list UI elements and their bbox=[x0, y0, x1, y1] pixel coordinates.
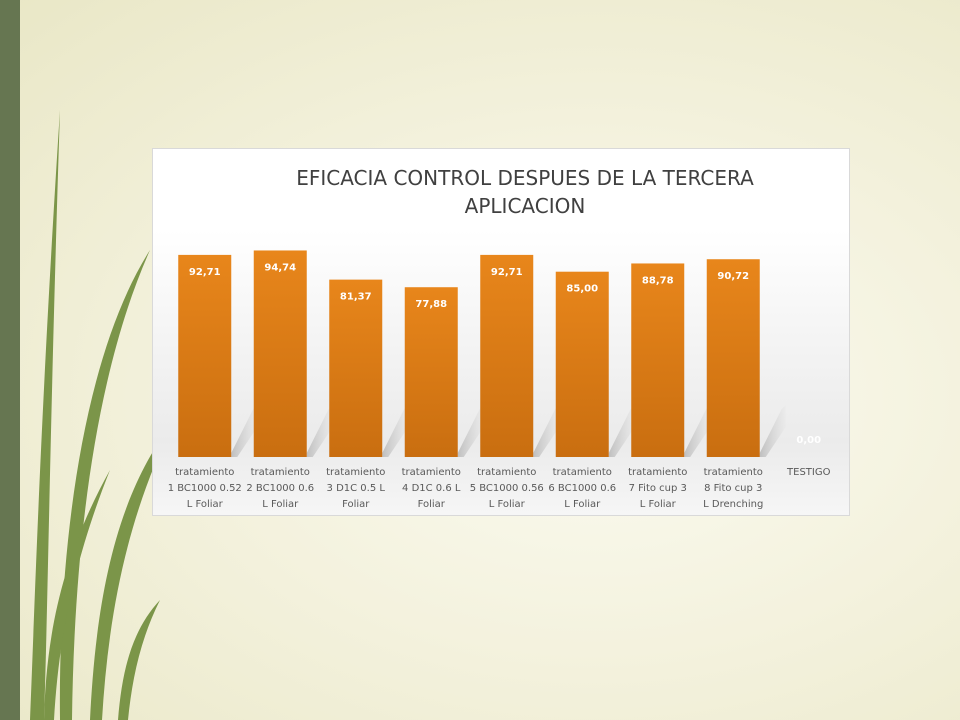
bar bbox=[555, 271, 609, 457]
bar-shadow bbox=[306, 405, 333, 457]
bar bbox=[631, 263, 685, 457]
category-label: TESTIGO bbox=[786, 467, 831, 478]
bar-value-label: 92,71 bbox=[491, 267, 523, 278]
bar-value-label: 94,74 bbox=[264, 262, 296, 273]
category-label: tratamiento 6 BC1000 0.6 L Foliar bbox=[548, 467, 616, 510]
bar bbox=[253, 250, 307, 457]
category-label: tratamiento 4 D1C 0.6 L Foliar bbox=[402, 467, 461, 510]
bar-shadow bbox=[533, 405, 560, 457]
bar-shadow bbox=[608, 405, 635, 457]
bar-shadow bbox=[684, 405, 711, 457]
category-labels: tratamiento 1 BC1000 0.52 L Foliartratamie… bbox=[168, 467, 831, 510]
bar-value-label: 77,88 bbox=[415, 299, 447, 310]
bar bbox=[329, 279, 383, 457]
bar bbox=[480, 254, 534, 457]
bar-value-label: 88,78 bbox=[642, 275, 674, 286]
category-label: tratamiento 1 BC1000 0.52 L Foliar bbox=[168, 467, 242, 510]
chart-title-line-2: APLICACION bbox=[465, 194, 586, 218]
bar-chart: EFICACIA CONTROL DESPUES DE LA TERCERA A… bbox=[168, 166, 831, 510]
grass-decoration bbox=[30, 110, 175, 720]
bar-value-label: 90,72 bbox=[717, 271, 749, 282]
bars bbox=[178, 250, 760, 457]
category-label: tratamiento 3 D1C 0.5 L Foliar bbox=[326, 467, 385, 510]
bar-shadow bbox=[457, 405, 484, 457]
bar bbox=[706, 259, 760, 457]
bar-shadow bbox=[231, 405, 258, 457]
bar-value-label: 85,00 bbox=[566, 284, 598, 295]
chart-card: EFICACIA CONTROL DESPUES DE LA TERCERA A… bbox=[152, 148, 850, 516]
bar-value-label: 81,37 bbox=[340, 292, 372, 303]
category-label: tratamiento 2 BC1000 0.6 L Foliar bbox=[246, 467, 314, 510]
value-labels: 92,71 94,74 81,37 77,88 92,71 85,00 88,78 90,72… bbox=[189, 262, 821, 446]
bar bbox=[178, 254, 232, 457]
grass-blades bbox=[30, 110, 175, 720]
left-accent-band bbox=[0, 0, 20, 720]
bar-value-label: 92,71 bbox=[189, 267, 221, 278]
bar-value-label: 0,00 bbox=[796, 435, 821, 446]
bar bbox=[404, 287, 458, 457]
category-label: tratamiento 5 BC1000 0.56 L Foliar bbox=[470, 467, 544, 510]
chart-title-line-1: EFICACIA CONTROL DESPUES DE LA TERCERA bbox=[296, 166, 754, 190]
bar-shadow bbox=[382, 405, 409, 457]
bar-shadow bbox=[759, 405, 786, 457]
bar-shadows bbox=[231, 405, 786, 457]
